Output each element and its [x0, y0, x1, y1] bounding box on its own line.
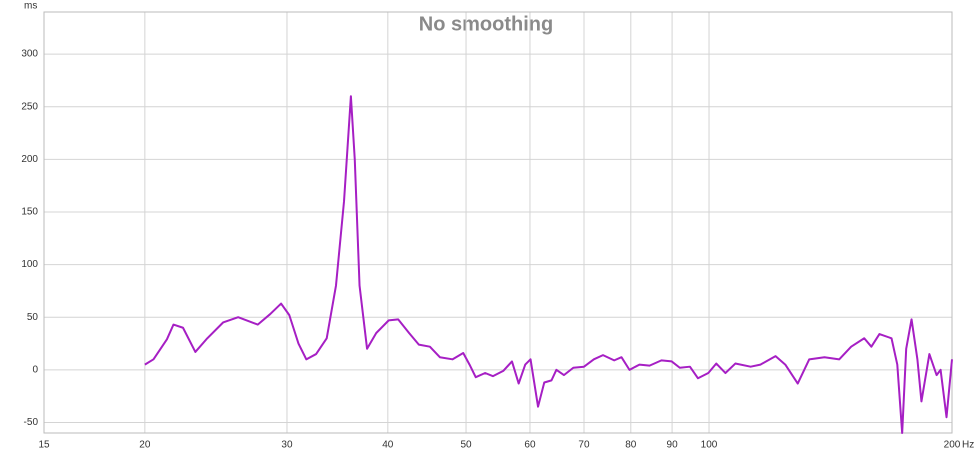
y-tick-label: 200 [21, 154, 38, 165]
y-tick-label: 150 [21, 207, 38, 218]
y-tick-label: 0 [32, 364, 38, 375]
x-tick-label: 20 [139, 440, 151, 451]
x-tick-label: 80 [625, 440, 637, 451]
data-line [144, 95, 953, 434]
y-tick-label: 50 [27, 312, 39, 323]
x-axis-label: Hz [962, 440, 974, 451]
x-tick-label: 100 [701, 440, 718, 451]
y-axis-label: ms [24, 1, 37, 12]
y-tick-label: 300 [21, 49, 38, 60]
y-tick-label: 100 [21, 259, 38, 270]
x-tick-label: 90 [667, 440, 679, 451]
chart-title: No smoothing [419, 13, 553, 35]
y-tick-label: 250 [21, 101, 38, 112]
x-tick-label: 50 [460, 440, 472, 451]
y-tick-label: -50 [24, 417, 39, 428]
x-tick-label: 30 [281, 440, 293, 451]
x-tick-label: 40 [382, 440, 394, 451]
x-tick-label: 70 [578, 440, 590, 451]
x-tick-label: 15 [38, 440, 50, 451]
plot-frame [43, 11, 953, 434]
x-tick-label: 200 [944, 440, 961, 451]
x-tick-label: 60 [524, 440, 536, 451]
